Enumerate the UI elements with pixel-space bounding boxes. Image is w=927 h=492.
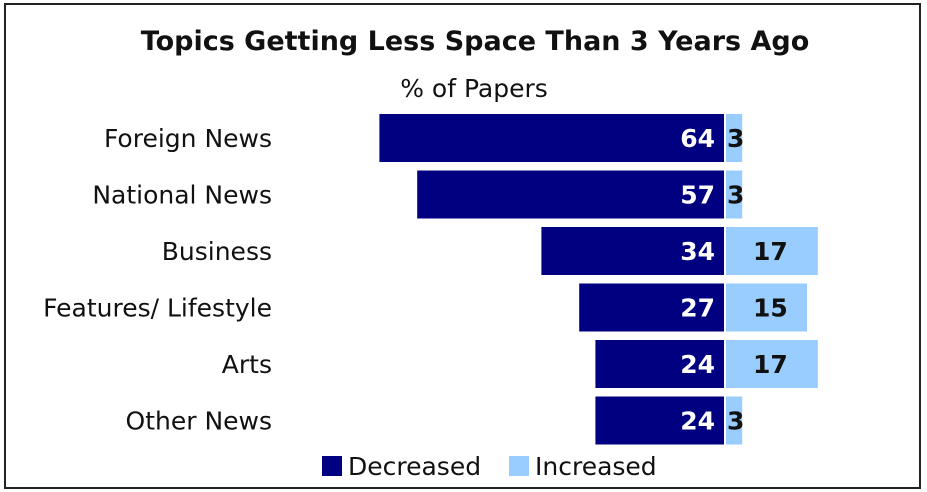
bar-increased-5 (726, 396, 743, 445)
category-label-3: Features/ Lifestyle (43, 294, 272, 323)
category-label-5: Other News (126, 407, 272, 436)
category-label-4: Arts (222, 350, 272, 379)
bar-decreased-3 (579, 283, 725, 332)
legend: Decreased Increased (322, 452, 657, 481)
chart-title: Topics Getting Less Space Than 3 Years A… (141, 26, 810, 57)
bar-decreased-1 (417, 170, 725, 219)
bar-increased-4 (726, 340, 818, 388)
bar-decreased-4 (595, 340, 725, 388)
bar-decreased-2 (541, 227, 725, 275)
value-label-decreased-2: 34 (680, 237, 715, 266)
value-label-increased-1: 3 (727, 181, 744, 210)
chart-subtitle: % of Papers (400, 74, 548, 103)
legend-label-decreased: Decreased (348, 452, 481, 481)
bars-group (379, 114, 818, 445)
value-label-increased-5: 3 (727, 407, 744, 436)
category-label-0: Foreign News (104, 124, 272, 153)
legend-swatch-increased (509, 456, 529, 476)
bar-decreased-5 (595, 396, 725, 445)
value-label-decreased-4: 24 (680, 350, 715, 379)
value-label-increased-3: 15 (753, 294, 788, 323)
category-label-2: Business (162, 237, 272, 266)
value-label-increased-2: 17 (753, 237, 788, 266)
bar-increased-0 (726, 114, 743, 162)
value-label-decreased-1: 57 (680, 181, 715, 210)
labels-group: Foreign News 64 3 National News 57 3 Business 3… (43, 124, 788, 436)
category-label-1: National News (92, 181, 272, 210)
value-label-decreased-3: 27 (680, 294, 715, 323)
bar-increased-1 (726, 170, 743, 219)
value-label-decreased-0: 64 (680, 124, 715, 153)
legend-swatch-decreased (322, 456, 342, 476)
bar-increased-3 (726, 283, 807, 332)
value-label-increased-4: 17 (753, 350, 788, 379)
bar-decreased-0 (379, 114, 725, 162)
legend-label-increased: Increased (535, 452, 657, 481)
bar-increased-2 (726, 227, 818, 275)
value-label-decreased-5: 24 (680, 407, 715, 436)
value-label-increased-0: 3 (727, 124, 744, 153)
